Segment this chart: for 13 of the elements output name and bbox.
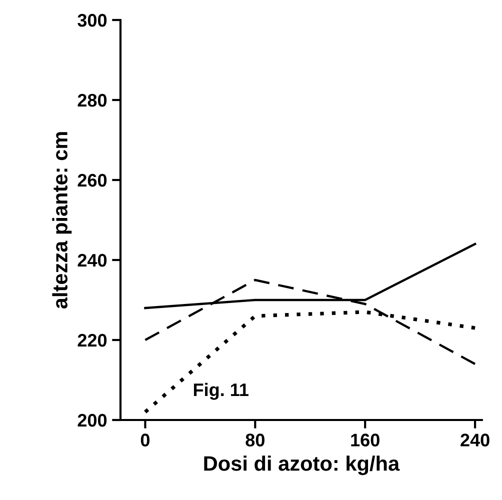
y-tick-label: 220 [78, 334, 107, 347]
y-tick-label: 300 [78, 14, 107, 27]
x-tick-label: 80 [246, 434, 264, 446]
x-tick-label: 0 [140, 434, 150, 446]
x-tick-label: 160 [351, 434, 380, 446]
y-tick-label: 260 [78, 174, 107, 187]
x-axis-title: Dosi di azoto: kg/ha [204, 456, 400, 476]
y-tick-label: 280 [78, 94, 107, 107]
y-tick-label: 200 [78, 414, 107, 427]
y-axis-title: altezza piante: cm [52, 132, 72, 309]
y-tick-label: 240 [78, 254, 107, 267]
annotation: Fig. 11 [194, 382, 248, 400]
x-tick-label: 240 [460, 434, 490, 446]
